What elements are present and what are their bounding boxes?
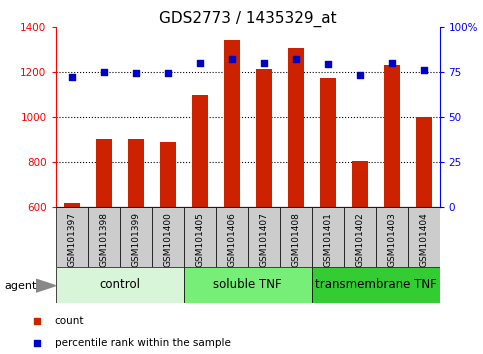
Text: GSM101399: GSM101399 [131,212,140,267]
Bar [152,207,184,267]
Text: GSM101402: GSM101402 [355,212,364,267]
Bar [320,79,336,207]
Bar [343,207,376,267]
Text: GSM101397: GSM101397 [67,212,76,267]
Bar [184,267,312,303]
Point [33,319,41,324]
Text: GSM101405: GSM101405 [195,212,204,267]
Text: percentile rank within the sample: percentile rank within the sample [55,338,230,348]
Bar [287,48,303,207]
Point [324,62,331,67]
Text: GSM101407: GSM101407 [259,212,268,267]
Bar [256,69,271,207]
Bar [159,142,175,207]
Point [132,71,140,76]
Bar [280,207,312,267]
Bar [96,139,112,207]
Bar [128,139,143,207]
Text: GSM101398: GSM101398 [99,212,108,267]
Bar [56,207,87,267]
Bar [248,207,280,267]
Bar [352,161,368,207]
Point [388,60,396,65]
Bar [376,207,408,267]
Point [420,67,427,73]
Text: agent: agent [5,281,37,291]
Bar [215,207,248,267]
Bar [192,95,208,207]
Bar [56,267,184,303]
Bar [184,207,215,267]
Point [196,60,203,65]
Bar [384,65,399,207]
Bar [64,202,80,207]
Text: GSM101408: GSM101408 [291,212,300,267]
Text: control: control [99,279,140,291]
Text: count: count [55,316,84,326]
Bar [312,207,343,267]
Bar [120,207,152,267]
Bar [312,267,440,303]
Bar [87,207,120,267]
Polygon shape [36,279,56,292]
Point [99,69,107,75]
Text: soluble TNF: soluble TNF [213,279,282,291]
Point [227,56,235,62]
Point [260,60,268,65]
Bar [415,117,431,207]
Point [164,71,171,76]
Point [355,73,363,78]
Point [68,74,75,80]
Text: GSM101403: GSM101403 [387,212,396,267]
Bar [408,207,440,267]
Bar [224,40,240,207]
Point [33,340,41,346]
Text: GSM101404: GSM101404 [419,212,428,267]
Text: GSM101401: GSM101401 [323,212,332,267]
Text: GSM101406: GSM101406 [227,212,236,267]
Title: GDS2773 / 1435329_at: GDS2773 / 1435329_at [159,10,336,27]
Text: transmembrane TNF: transmembrane TNF [314,279,437,291]
Text: GSM101400: GSM101400 [163,212,172,267]
Point [292,56,299,62]
